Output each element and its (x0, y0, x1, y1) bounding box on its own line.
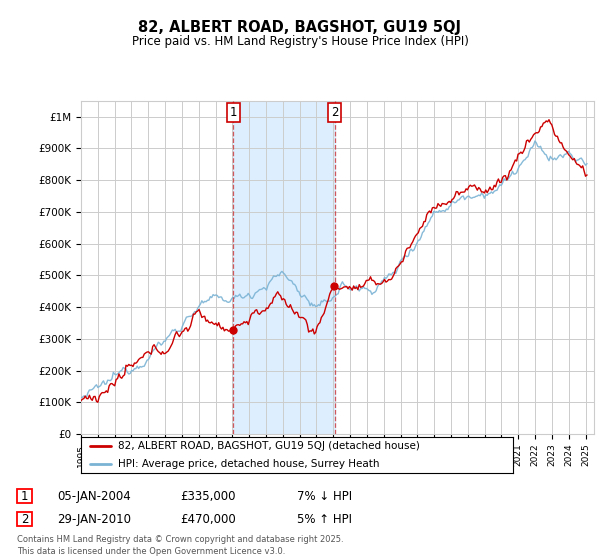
Text: 2: 2 (21, 512, 28, 526)
Text: 5% ↑ HPI: 5% ↑ HPI (297, 512, 352, 526)
Text: £470,000: £470,000 (180, 512, 236, 526)
Text: 82, ALBERT ROAD, BAGSHOT, GU19 5QJ (detached house): 82, ALBERT ROAD, BAGSHOT, GU19 5QJ (deta… (118, 441, 419, 451)
Text: 1: 1 (229, 106, 237, 119)
Text: Contains HM Land Registry data © Crown copyright and database right 2025.
This d: Contains HM Land Registry data © Crown c… (17, 535, 343, 556)
Text: Price paid vs. HM Land Registry's House Price Index (HPI): Price paid vs. HM Land Registry's House … (131, 35, 469, 48)
Text: £335,000: £335,000 (180, 489, 235, 503)
Text: 82, ALBERT ROAD, BAGSHOT, GU19 5QJ: 82, ALBERT ROAD, BAGSHOT, GU19 5QJ (139, 20, 461, 35)
Text: 05-JAN-2004: 05-JAN-2004 (57, 489, 131, 503)
Bar (233, 101, 335, 434)
Text: HPI: Average price, detached house, Surrey Heath: HPI: Average price, detached house, Surr… (118, 459, 379, 469)
Text: 2: 2 (331, 106, 338, 119)
Text: 29-JAN-2010: 29-JAN-2010 (57, 512, 131, 526)
Text: 1: 1 (21, 489, 28, 503)
Text: 7% ↓ HPI: 7% ↓ HPI (297, 489, 352, 503)
